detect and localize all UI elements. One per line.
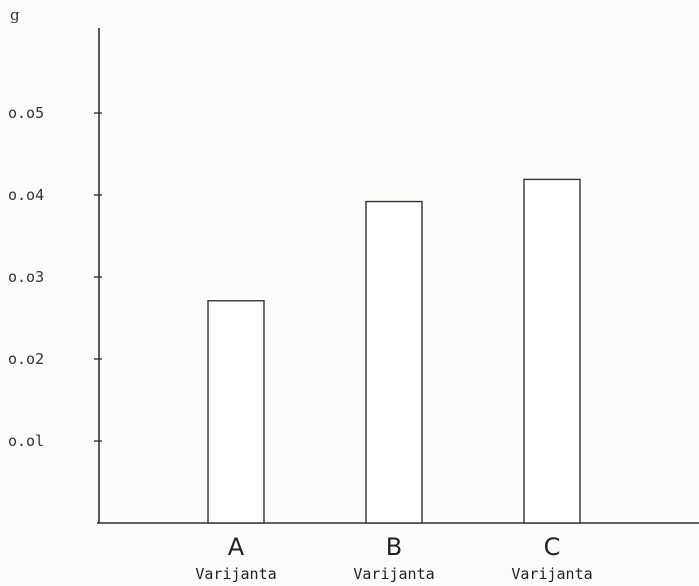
y-tick-label: o.ol <box>8 432 44 450</box>
bar-b <box>365 200 423 524</box>
y-tick-label: o.o3 <box>8 268 44 286</box>
y-axis-unit-label: g <box>10 6 20 24</box>
x-category-sublabel: Varijanta <box>511 565 592 583</box>
y-tick-label: o.o4 <box>8 186 44 204</box>
bar-c <box>523 178 581 524</box>
y-tick-label: o.o2 <box>8 350 44 368</box>
x-category-label: A <box>228 533 245 561</box>
x-category-label: C <box>544 533 561 561</box>
x-category-sublabel: Varijanta <box>353 565 434 583</box>
x-category-sublabel: Varijanta <box>195 565 276 583</box>
y-tick-label: o.o5 <box>8 104 44 122</box>
x-category-label: B <box>386 533 402 561</box>
bar-a <box>207 300 265 524</box>
